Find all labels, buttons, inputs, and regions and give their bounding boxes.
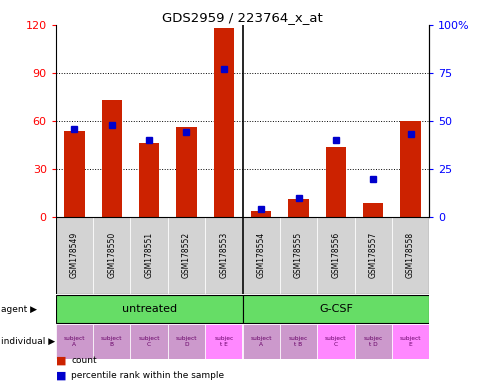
Bar [287,199,308,217]
Text: GSM178551: GSM178551 [144,232,153,278]
Bar [399,121,420,217]
Text: subject
E: subject E [399,336,421,347]
Text: agent ▶: agent ▶ [1,305,37,314]
Bar [317,217,354,294]
Bar [205,217,242,294]
Bar [130,217,167,294]
Bar [325,147,346,217]
Bar [354,217,391,294]
Text: GSM178552: GSM178552 [182,232,191,278]
Text: individual ▶: individual ▶ [1,337,56,346]
Bar [242,324,279,359]
Bar [391,324,428,359]
Bar [242,295,428,323]
Bar [279,217,317,294]
Text: subject
D: subject D [175,336,197,347]
Bar [354,324,391,359]
Text: GSM178554: GSM178554 [256,232,265,278]
Bar [93,324,130,359]
Text: GSM178555: GSM178555 [293,232,302,278]
Bar [56,217,93,294]
Bar [130,324,167,359]
Bar [362,203,383,217]
Text: untreated: untreated [121,304,176,314]
Text: GSM178549: GSM178549 [70,232,79,278]
Text: subjec
t B: subjec t B [288,336,307,347]
Text: ■: ■ [56,371,66,381]
Bar [167,324,205,359]
Text: GSM178558: GSM178558 [405,232,414,278]
Text: subjec
t E: subjec t E [214,336,233,347]
Bar [242,217,279,294]
Text: subject
B: subject B [101,336,122,347]
Bar [176,127,197,217]
Bar [205,324,242,359]
Bar [56,324,93,359]
Bar [167,217,205,294]
Text: G-CSF: G-CSF [318,304,352,314]
Text: percentile rank within the sample: percentile rank within the sample [71,371,224,380]
Text: subject
A: subject A [63,336,85,347]
Text: count: count [71,356,97,366]
Bar [56,295,242,323]
Bar [213,28,234,217]
Text: ■: ■ [56,356,66,366]
Title: GDS2959 / 223764_x_at: GDS2959 / 223764_x_at [162,11,322,24]
Text: subjec
t D: subjec t D [363,336,382,347]
Bar [279,324,317,359]
Bar [250,210,271,217]
Text: subject
A: subject A [250,336,272,347]
Bar [391,217,428,294]
Text: GSM178557: GSM178557 [368,232,377,278]
Bar [64,131,85,217]
Text: subject
C: subject C [138,336,160,347]
Bar [101,100,122,217]
Text: subject
C: subject C [324,336,346,347]
Bar [138,143,159,217]
Bar [93,217,130,294]
Text: GSM178550: GSM178550 [107,232,116,278]
Text: GSM178553: GSM178553 [219,232,228,278]
Text: GSM178556: GSM178556 [331,232,340,278]
Bar [317,324,354,359]
